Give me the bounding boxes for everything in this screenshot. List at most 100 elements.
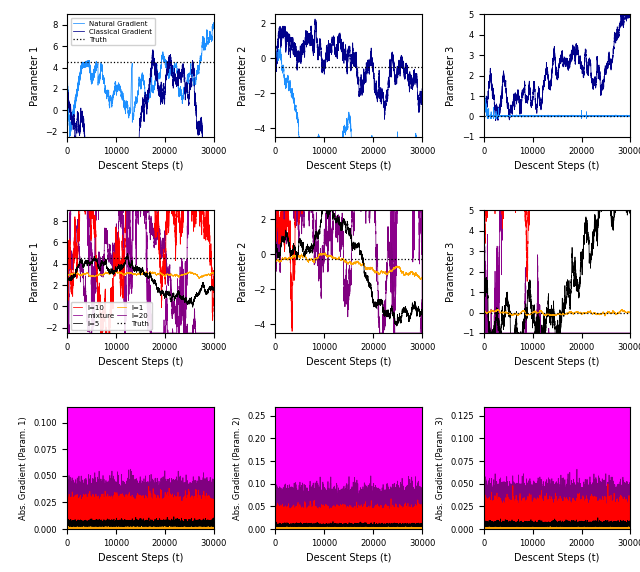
Classical Gradient — [79, 117, 87, 124]
Natural Gradient — [99, 66, 106, 73]
Classical Gradient — [191, 89, 198, 96]
l=1 — [68, 270, 76, 277]
Y-axis label: Abs. Gradient (Param. 1): Abs. Gradient (Param. 1) — [19, 416, 28, 520]
mixture — [210, 202, 218, 209]
l=1 — [210, 269, 218, 276]
l=10 — [191, 214, 198, 221]
Classical Gradient — [141, 99, 148, 106]
Classical Gradient — [99, 203, 106, 210]
l=1 — [111, 267, 119, 274]
Classical Gradient — [101, 231, 109, 237]
mixture — [65, 329, 72, 336]
mixture — [95, 202, 103, 209]
Y-axis label: Parameter 2: Parameter 2 — [238, 241, 248, 302]
l=10 — [68, 283, 76, 289]
l=20 — [68, 253, 76, 260]
l=1 — [196, 275, 204, 282]
Line: l=10: l=10 — [67, 111, 214, 364]
Y-axis label: Parameter 2: Parameter 2 — [238, 45, 248, 106]
l=5 — [63, 279, 71, 285]
Truth — [63, 59, 71, 66]
l=5 — [210, 286, 218, 293]
Classical Gradient — [149, 46, 157, 53]
X-axis label: Descent Steps (t): Descent Steps (t) — [98, 161, 183, 171]
Classical Gradient — [210, 149, 218, 156]
X-axis label: Descent Steps (t): Descent Steps (t) — [306, 358, 392, 367]
Natural Gradient — [66, 133, 74, 140]
X-axis label: Descent Steps (t): Descent Steps (t) — [306, 553, 392, 563]
mixture — [141, 202, 148, 209]
Natural Gradient — [141, 86, 148, 93]
Truth — [63, 59, 71, 66]
Y-axis label: Abs. Gradient (Param. 2): Abs. Gradient (Param. 2) — [233, 416, 242, 520]
l=10 — [99, 315, 106, 322]
Line: Natural Gradient: Natural Gradient — [67, 23, 214, 137]
Y-axis label: Parameter 1: Parameter 1 — [29, 241, 40, 302]
Classical Gradient — [63, 77, 71, 84]
l=20 — [99, 255, 106, 262]
X-axis label: Descent Steps (t): Descent Steps (t) — [515, 161, 600, 171]
Line: l=5: l=5 — [67, 253, 214, 307]
l=5 — [79, 264, 87, 271]
l=5 — [68, 273, 76, 280]
l=5 — [99, 259, 106, 266]
l=20 — [95, 255, 103, 261]
l=1 — [63, 271, 71, 278]
X-axis label: Descent Steps (t): Descent Steps (t) — [515, 553, 600, 563]
l=10 — [210, 269, 218, 276]
l=5 — [191, 295, 198, 301]
Legend: Natural Gradient, Classical Gradient, Truth: Natural Gradient, Classical Gradient, Tr… — [70, 18, 155, 46]
l=1 — [95, 271, 103, 277]
l=1 — [79, 270, 87, 277]
l=10 — [104, 361, 112, 368]
Classical Gradient — [68, 117, 76, 124]
l=1 — [99, 272, 106, 279]
Line: l=20: l=20 — [67, 205, 214, 333]
Natural Gradient — [210, 26, 218, 33]
Natural Gradient — [79, 62, 87, 69]
l=1 — [191, 270, 198, 277]
X-axis label: Descent Steps (t): Descent Steps (t) — [98, 358, 183, 367]
l=10 — [130, 108, 138, 114]
l=10 — [141, 137, 148, 144]
Natural Gradient — [68, 116, 76, 123]
Natural Gradient — [210, 19, 218, 26]
l=10 — [63, 255, 71, 262]
Y-axis label: Parameter 1: Parameter 1 — [29, 45, 40, 106]
X-axis label: Descent Steps (t): Descent Steps (t) — [98, 553, 183, 563]
X-axis label: Descent Steps (t): Descent Steps (t) — [306, 161, 392, 171]
mixture — [68, 202, 76, 209]
l=20 — [86, 329, 93, 336]
l=5 — [124, 250, 131, 257]
Natural Gradient — [191, 81, 198, 88]
Y-axis label: Parameter 3: Parameter 3 — [446, 241, 456, 302]
l=20 — [210, 329, 218, 336]
Line: Classical Gradient: Classical Gradient — [67, 50, 214, 234]
Y-axis label: Abs. Gradient (Param. 3): Abs. Gradient (Param. 3) — [436, 416, 445, 520]
Classical Gradient — [95, 201, 103, 208]
mixture — [63, 265, 71, 272]
Truth — [63, 255, 71, 262]
X-axis label: Descent Steps (t): Descent Steps (t) — [515, 358, 600, 367]
Truth — [63, 255, 71, 262]
l=20 — [79, 271, 87, 277]
l=20 — [63, 265, 71, 272]
Y-axis label: Parameter 3: Parameter 3 — [446, 45, 456, 106]
l=10 — [95, 291, 103, 298]
Natural Gradient — [63, 68, 71, 75]
mixture — [79, 202, 87, 209]
mixture — [99, 202, 106, 209]
l=20 — [141, 208, 148, 214]
l=5 — [141, 270, 148, 277]
Natural Gradient — [95, 74, 103, 81]
l=20 — [116, 202, 124, 209]
l=10 — [79, 145, 87, 152]
Legend: l=10, mixture, l=5, l=1, l=20, Truth: l=10, mixture, l=5, l=1, l=20, Truth — [70, 302, 152, 329]
l=1 — [141, 270, 148, 277]
Line: l=1: l=1 — [67, 271, 214, 279]
mixture — [191, 202, 198, 209]
l=5 — [95, 265, 103, 272]
l=5 — [189, 304, 196, 311]
Line: mixture: mixture — [67, 205, 214, 333]
mixture — [67, 202, 75, 209]
